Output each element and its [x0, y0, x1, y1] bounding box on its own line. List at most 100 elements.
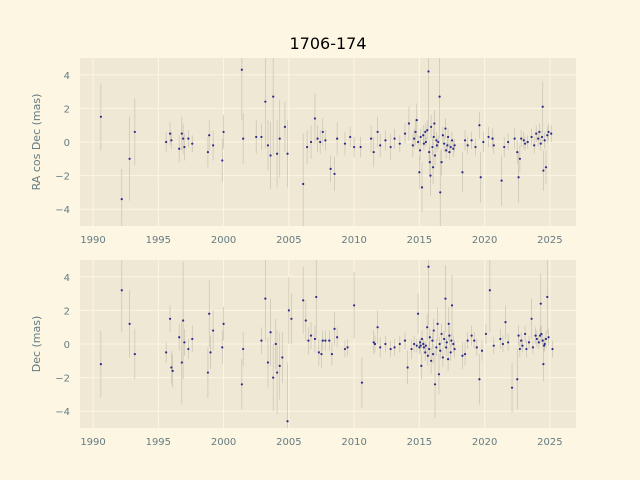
- ra-data-point: [182, 137, 185, 140]
- ra-data-point: [191, 142, 194, 145]
- ra-data-point: [523, 142, 527, 145]
- dec-data-point: [272, 376, 275, 379]
- ra-data-point: [329, 167, 332, 170]
- dec-data-point: [431, 352, 435, 356]
- ra-y-axis-label: RA cos Dec (mas): [30, 94, 43, 191]
- dec-data-point: [523, 332, 527, 336]
- dec-data-point: [431, 339, 434, 342]
- ra-data-point: [418, 171, 421, 174]
- dec-data-point: [317, 351, 320, 354]
- ra-data-point: [533, 144, 536, 147]
- ra-data-point: [416, 140, 420, 144]
- dec-data-point: [324, 339, 327, 342]
- dec-data-point: [435, 346, 438, 349]
- ra-data-point: [431, 166, 435, 169]
- ra-data-point: [359, 145, 362, 149]
- dec-data-point: [287, 309, 290, 312]
- dec-data-point: [416, 312, 420, 315]
- ra-y-tick-label: −2: [55, 172, 70, 183]
- dec-data-point: [436, 322, 439, 325]
- dec-data-point: [269, 331, 272, 334]
- dec-data-point: [432, 329, 435, 332]
- ra-data-point: [418, 149, 422, 152]
- ra-x-tick-label: 2010: [341, 235, 366, 246]
- ra-data-point: [537, 137, 540, 140]
- dec-panel: 1990 1995 2000 2005 2010 2015 2020 2025 −4 −2 0 2 4 D…: [30, 260, 576, 448]
- ra-data-point: [283, 125, 287, 128]
- ra-data-point: [517, 176, 520, 179]
- ra-data-point: [542, 169, 545, 172]
- dec-data-point: [398, 342, 401, 346]
- dec-data-point: [448, 334, 451, 337]
- dec-data-point: [330, 352, 334, 356]
- ra-data-point: [411, 144, 414, 147]
- ra-data-point: [487, 135, 490, 139]
- dec-x-tick-label: 2020: [472, 437, 497, 448]
- dec-data-point: [209, 351, 212, 354]
- ra-data-point: [530, 135, 533, 139]
- ra-data-point: [518, 157, 521, 160]
- dec-data-point: [445, 346, 448, 349]
- ra-data-point: [413, 137, 416, 140]
- dec-data-point: [424, 344, 427, 347]
- ra-data-point: [120, 198, 123, 201]
- dec-data-point: [290, 317, 293, 320]
- ra-data-point: [379, 144, 382, 147]
- ra-x-tick-label: 1990: [80, 235, 105, 246]
- dec-data-point: [373, 342, 377, 346]
- dec-data-point: [171, 369, 174, 372]
- dec-data-point: [415, 344, 418, 347]
- ra-y-tick-label: 4: [64, 71, 70, 82]
- ra-data-point: [266, 144, 270, 147]
- dec-data-point: [480, 349, 484, 352]
- ra-data-point: [446, 135, 450, 139]
- dec-data-point: [178, 336, 181, 339]
- ra-data-point: [269, 154, 272, 157]
- dec-data-point: [531, 346, 535, 349]
- dec-data-point: [544, 337, 548, 341]
- dec-data-point: [430, 359, 433, 362]
- ra-data-point: [522, 139, 525, 142]
- ra-data-point: [302, 182, 305, 186]
- ra-x-tick-label: 2000: [211, 235, 236, 246]
- ra-data-point: [543, 139, 546, 142]
- dec-data-point: [420, 337, 424, 341]
- ra-x-tick-label: 1995: [146, 235, 171, 246]
- dec-data-point: [336, 336, 339, 339]
- ra-data-point: [526, 140, 529, 144]
- dec-data-point: [191, 337, 194, 341]
- dec-data-point: [473, 339, 476, 342]
- ra-data-point: [443, 142, 446, 145]
- ra-data-point: [133, 130, 136, 134]
- ra-data-point: [430, 125, 433, 128]
- ra-data-point: [221, 159, 224, 162]
- ra-data-point: [128, 157, 131, 160]
- dec-data-point: [543, 342, 546, 346]
- ra-data-point: [438, 95, 441, 98]
- dec-data-point: [478, 378, 481, 381]
- ra-data-point: [435, 144, 439, 147]
- dec-data-point: [475, 346, 478, 349]
- dec-data-point: [449, 351, 452, 354]
- dec-data-point: [440, 332, 443, 336]
- ra-data-point: [482, 140, 485, 144]
- ra-data-point: [513, 137, 516, 140]
- dec-y-tick-label: −4: [55, 407, 70, 418]
- ra-data-point: [546, 134, 549, 137]
- ra-data-point: [260, 135, 263, 139]
- dec-data-point: [182, 319, 185, 322]
- ra-data-point: [407, 122, 411, 125]
- ra-data-point: [309, 140, 313, 144]
- dec-data-point: [488, 289, 491, 292]
- ra-data-point: [414, 130, 417, 134]
- ra-data-point: [461, 171, 464, 174]
- ra-data-point: [208, 134, 211, 137]
- dec-data-point: [510, 386, 514, 389]
- dec-data-point: [419, 344, 422, 347]
- dec-x-tick-label: 2000: [211, 437, 236, 448]
- ra-data-point: [429, 174, 432, 177]
- ra-y-tick-label: −4: [55, 205, 70, 216]
- dec-x-tick-label: 2015: [407, 437, 432, 448]
- ra-data-point: [448, 150, 451, 154]
- dec-data-point: [450, 339, 453, 342]
